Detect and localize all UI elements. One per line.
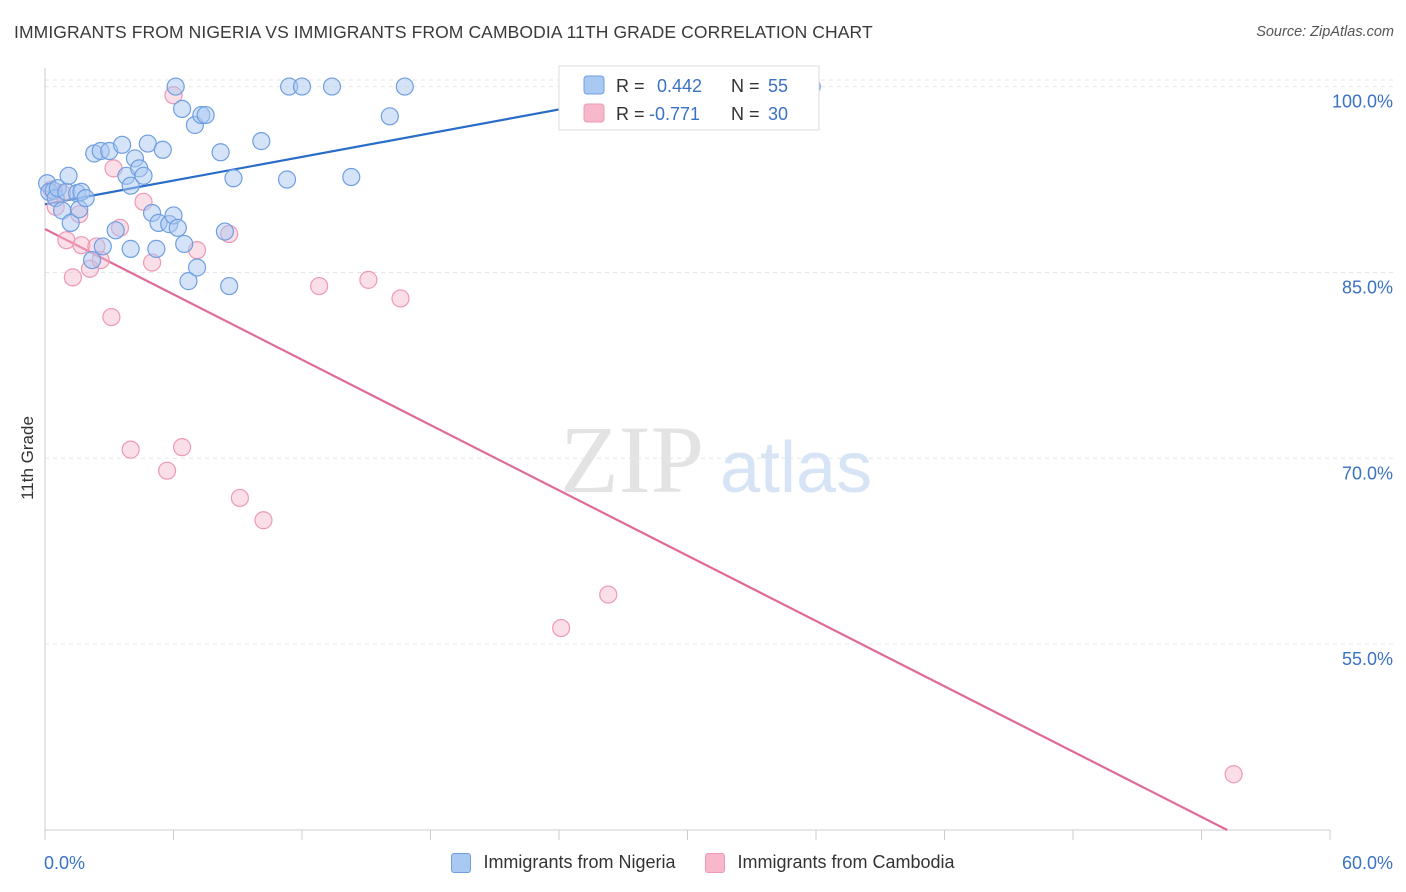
point-nigeria-53 [395,77,414,96]
point-nigeria-22 [121,176,140,195]
point-cambodia-25 [391,289,410,308]
legend-stats-cambodia-r-value: -0.771 [649,104,700,124]
point-nigeria-18 [106,221,125,240]
y-tick-label-3: 100.0% [1332,92,1393,112]
point-nigeria-50 [322,77,342,96]
chart-title: IMMIGRANTS FROM NIGERIA VS IMMIGRANTS FR… [14,22,873,42]
legend-cambodia-label: Immigrants from Cambodia [737,852,955,872]
legend-stats-cambodia-swatch [583,103,605,123]
point-nigeria-13 [83,250,102,270]
point-cambodia-27 [599,585,618,604]
point-nigeria-28 [147,239,166,258]
x-tick-label-0: 0.0% [44,853,85,873]
legend-cambodia-swatch [705,852,726,873]
point-nigeria-42 [211,143,230,162]
point-nigeria-51 [342,167,361,187]
point-nigeria-49 [292,77,312,96]
y-tick-label-0: 55.0% [1342,649,1393,669]
point-cambodia-6 [72,236,91,255]
legend-stats-cambodia-n-value: 30 [768,104,788,124]
legend-stats-cambodia-n-label: N = [731,104,760,124]
legend: Immigrants from Nigeria Immigrants from … [0,852,1406,873]
series-nigeria-points [38,77,821,296]
legend-nigeria-label: Immigrants from Nigeria [483,852,676,872]
point-nigeria-12 [76,188,95,208]
legend-stats-nigeria-n-value: 55 [768,76,788,96]
point-nigeria-33 [166,77,185,96]
point-nigeria-19 [112,135,132,154]
point-nigeria-34 [168,218,187,237]
point-nigeria-8 [61,213,80,232]
point-cambodia-23 [310,276,329,296]
legend-stats-nigeria-swatch [583,75,605,95]
point-cambodia-21 [230,488,249,508]
point-nigeria-7 [59,166,78,185]
x-tick-label-1: 60.0% [1342,853,1393,873]
watermark-zip: ZIP [560,406,704,513]
gridlines [45,79,1393,645]
y-tick-labels: 55.0% 70.0% 85.0% 100.0% [1332,92,1393,670]
legend-stats-nigeria-r-label: R = [616,76,645,96]
point-nigeria-39 [187,258,207,277]
x-tick-labels: 0.0% 60.0% [44,853,1393,873]
point-cambodia-4 [63,268,82,287]
point-nigeria-30 [153,140,172,159]
y-tick-label-2: 85.0% [1342,277,1393,297]
watermark-atlas: atlas [720,428,872,508]
trend-line-cambodia [44,228,1228,831]
point-cambodia-28 [1224,765,1243,784]
legend-stats-nigeria-n-label: N = [731,76,760,96]
legend-item-cambodia: Immigrants from Cambodia [705,852,955,873]
point-nigeria-25 [134,166,153,185]
point-nigeria-43 [215,222,234,241]
point-nigeria-46 [252,132,271,151]
point-nigeria-45 [224,169,243,188]
point-cambodia-10 [102,307,121,327]
y-tick-label-1: 70.0% [1342,463,1393,483]
point-nigeria-16 [93,237,112,256]
legend-stats: R = 0.442 N = 55 R = -0.771 N = 30 [558,65,820,131]
point-cambodia-22 [254,511,273,530]
source-label: Source: ZipAtlas.com [1256,24,1394,40]
point-nigeria-35 [172,99,192,118]
point-nigeria-36 [175,234,194,254]
point-cambodia-16 [157,461,177,480]
point-cambodia-13 [121,440,140,459]
point-nigeria-41 [196,105,215,125]
point-nigeria-21 [121,239,140,258]
point-cambodia-24 [359,270,378,289]
point-nigeria-52 [380,107,399,126]
point-nigeria-37 [179,272,198,291]
legend-item-nigeria: Immigrants from Nigeria [451,852,675,873]
legend-nigeria-swatch [451,852,472,873]
point-nigeria-47 [277,170,297,189]
legend-stats-nigeria-r-value: 0.442 [657,76,702,96]
point-cambodia-26 [552,618,571,638]
legend-stats-cambodia-r-label: R = [616,104,645,124]
point-nigeria-44 [220,276,239,296]
point-cambodia-18 [172,438,192,457]
y-axis-label: 11th Grade [18,416,37,500]
